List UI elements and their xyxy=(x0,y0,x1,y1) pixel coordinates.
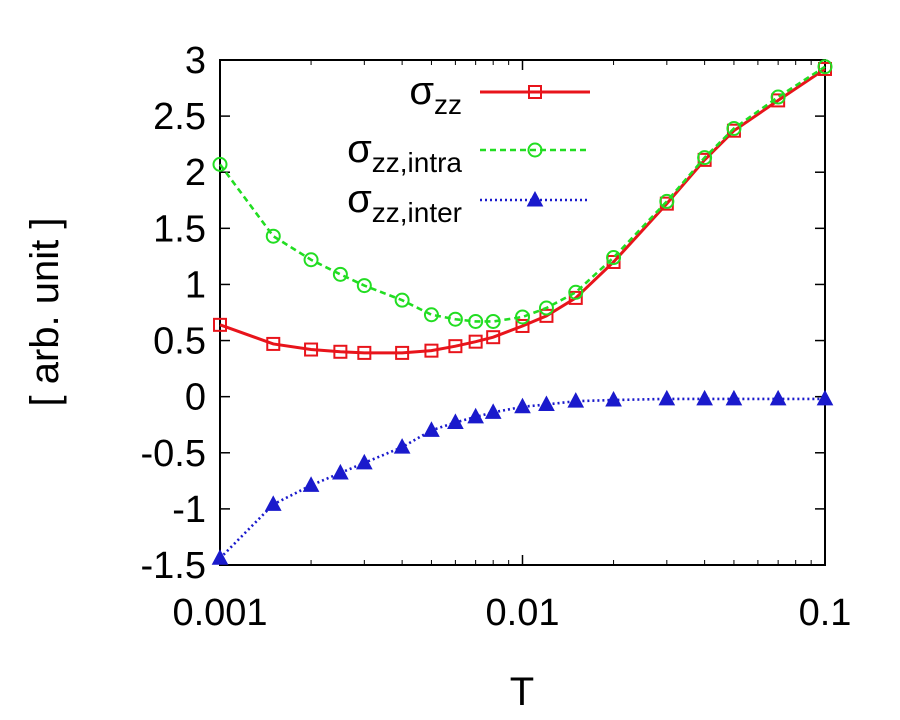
data-point xyxy=(357,345,372,360)
data-point xyxy=(538,300,554,316)
tick-labels: 3 2.5 2 1.5 1 0.5 0 -0.5 -1 -1.5 0.001 0.01 0.1 xyxy=(141,40,852,634)
y-tick-label: 0 xyxy=(185,377,206,419)
data-point xyxy=(212,156,228,172)
data-point xyxy=(266,336,281,351)
data-point xyxy=(485,313,501,329)
y-tick-label: 2 xyxy=(185,152,206,194)
data-point xyxy=(447,413,464,429)
data-point xyxy=(606,250,622,266)
data-point xyxy=(468,334,483,349)
data-point xyxy=(264,495,282,511)
y-tick-label: -1 xyxy=(172,489,206,531)
x-tick-label: 0.01 xyxy=(486,592,560,634)
data-point xyxy=(304,342,319,357)
data-point xyxy=(659,193,675,209)
series-triangle xyxy=(211,389,834,565)
data-point xyxy=(539,308,554,323)
data-point xyxy=(568,284,584,300)
y-tick-label: -0.5 xyxy=(141,433,206,475)
data-point xyxy=(355,453,373,470)
data-point xyxy=(817,59,833,75)
x-tick-label: 0.001 xyxy=(172,592,267,634)
data-point xyxy=(393,438,411,454)
x-tick-label: 0.1 xyxy=(799,592,852,634)
x-axis-title: T xyxy=(510,670,534,714)
legend-label: σzz,inter xyxy=(347,177,462,228)
series-line xyxy=(219,67,826,355)
data-point xyxy=(332,463,349,480)
y-tick-label: 2.5 xyxy=(153,96,206,138)
data-point xyxy=(213,317,227,332)
data-point xyxy=(332,266,348,282)
data-point xyxy=(265,228,281,244)
data-point xyxy=(515,309,530,325)
series-line xyxy=(218,65,826,323)
data-point xyxy=(303,252,319,268)
data-point xyxy=(467,407,484,424)
legend-label: σzz xyxy=(409,69,462,120)
y-tick-label: 3 xyxy=(185,40,206,82)
data-point xyxy=(568,290,583,305)
legend-swatch-marker xyxy=(527,142,543,158)
data-point xyxy=(816,389,834,406)
data-point xyxy=(395,345,410,360)
data-point xyxy=(448,339,463,354)
legend-label: σzz,intra xyxy=(347,127,462,178)
legend-swatch-marker xyxy=(526,190,544,207)
legend-swatch-marker xyxy=(528,85,542,99)
y-tick-label: 1.5 xyxy=(153,208,206,250)
data-point xyxy=(333,344,348,359)
data-point xyxy=(605,390,622,407)
data-point xyxy=(484,403,502,419)
data-point xyxy=(468,313,484,329)
series-square xyxy=(213,61,832,360)
data-point xyxy=(302,476,320,492)
data-point xyxy=(696,389,713,406)
data-point xyxy=(486,330,501,345)
data-point xyxy=(567,392,585,408)
data-point xyxy=(514,397,531,414)
legend-item: σzz,inter xyxy=(347,177,590,228)
data-point xyxy=(211,549,229,565)
y-axis-title: [ arb. unit ] xyxy=(23,218,67,407)
data-point xyxy=(447,311,463,327)
data-point xyxy=(423,421,440,437)
y-tick-label: 0.5 xyxy=(153,321,206,363)
y-tick-label: 1 xyxy=(185,264,206,306)
data-point xyxy=(697,150,713,166)
legend-item: σzz xyxy=(409,69,590,120)
data-point xyxy=(726,120,742,136)
data-point xyxy=(725,389,743,406)
data-point xyxy=(538,395,555,412)
series-circle xyxy=(212,59,833,329)
y-tick-label: -1.5 xyxy=(141,545,206,587)
data-point xyxy=(424,343,439,358)
data-point xyxy=(770,89,786,105)
data-point xyxy=(658,389,676,406)
data-point xyxy=(394,292,410,308)
axis-ticks xyxy=(219,59,826,566)
data-point xyxy=(356,278,372,294)
legend-item: σzz,intra xyxy=(347,127,590,178)
data-point xyxy=(515,318,530,333)
data-point xyxy=(769,389,787,406)
series-layer xyxy=(211,59,834,565)
data-point xyxy=(423,307,439,323)
